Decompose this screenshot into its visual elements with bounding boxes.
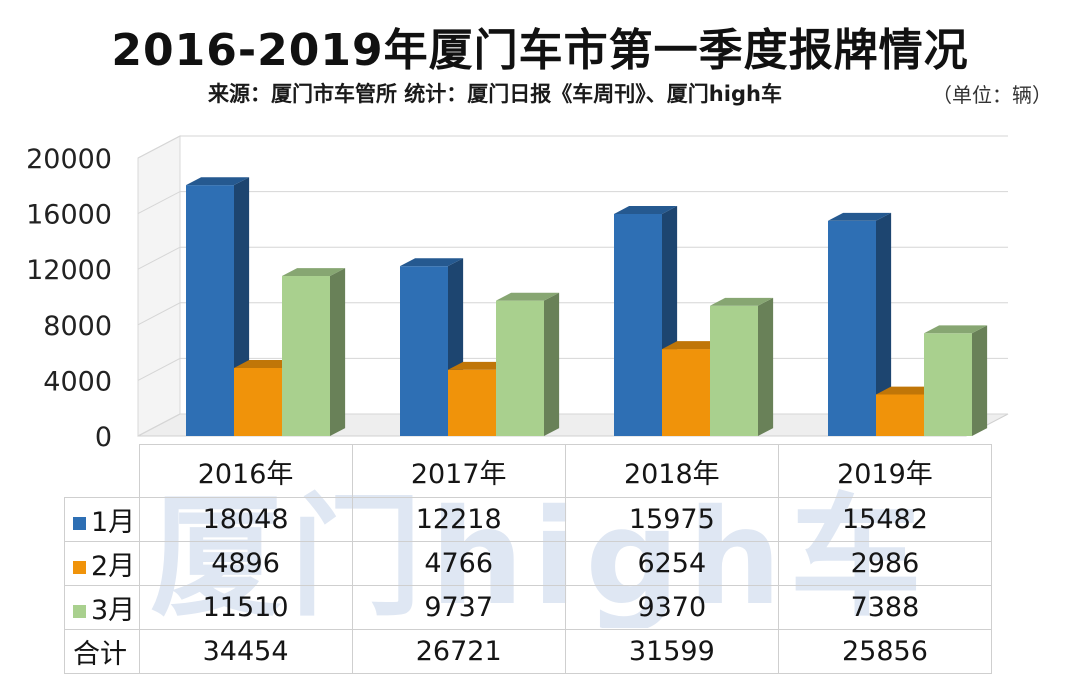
bar-top [924,325,988,334]
bar-front [614,213,662,436]
series-name: 3月 [91,595,136,626]
bar-top [282,268,346,277]
bar-top [400,258,464,267]
total-label: 合计 [64,629,140,674]
category-label: 2018年 [564,444,779,498]
gridline [137,246,1008,270]
y-tick-label: 20000 [26,144,112,175]
category-label: 2017年 [351,444,566,498]
data-cell: 15975 [564,497,779,542]
bar-top [828,212,892,221]
legend-swatch [73,605,86,618]
bar-front [924,333,972,436]
bar-front [662,349,710,436]
bar-top [234,360,298,368]
table-header-row: 2016年 2017年 2018年 2019年 [64,444,993,498]
bar-front [710,305,758,436]
gridline [137,191,1008,215]
total-cell: 25856 [777,629,993,674]
bar-front [400,266,448,436]
category-label: 2019年 [777,444,993,498]
bar-2019年-1月 [828,212,892,436]
data-cell: 4896 [138,541,353,586]
bar-top [662,341,726,350]
side-wall [137,135,181,437]
bar-front [876,394,924,436]
bar-side [876,212,892,436]
data-cell: 6254 [564,541,779,586]
total-cell: 31599 [564,629,779,674]
legend-entry: 1月 [64,497,140,542]
data-cell: 18048 [138,497,353,542]
y-tick-label: 12000 [26,255,112,286]
data-cell: 4766 [351,541,566,586]
bar-2019年-3月 [924,325,988,436]
data-cell: 9370 [564,585,779,630]
data-cell: 11510 [138,585,353,630]
legend-entry: 3月 [64,585,140,630]
bar-top [448,361,512,370]
table-corner [64,444,140,498]
bar-side [972,325,988,436]
bar-2018年-3月 [710,297,774,436]
series-name: 1月 [91,507,136,538]
data-cell: 12218 [351,497,566,542]
data-cell: 7388 [777,585,993,630]
legend-swatch [73,517,86,530]
gridline [137,135,1008,159]
bar-2017年-3月 [496,292,560,436]
table-row-total: 合计 34454 26721 31599 25856 [64,629,993,674]
table-row: 2月 4896 4766 6254 2986 [64,541,993,586]
table-row: 1月 18048 12218 15975 15482 [64,497,993,542]
bar-front [828,220,876,436]
category-label: 2016年 [138,444,353,498]
bar-top [186,177,250,186]
data-table: 2016年 2017年 2018年 2019年 1月 18048 12218 15975 154… [64,444,993,674]
y-tick-label: 4000 [43,366,112,397]
total-cell: 26721 [351,629,566,674]
series-name: 2月 [91,551,136,582]
data-cell: 2986 [777,541,993,586]
bar-front [282,276,330,436]
data-cell: 9737 [351,585,566,630]
bar-front [448,369,496,436]
bar-top [614,206,678,214]
data-cell: 15482 [777,497,993,542]
legend-swatch [73,561,86,574]
table-row: 3月 11510 9737 9370 7388 [64,585,993,630]
bar-top [876,386,940,395]
bar-side [758,297,774,436]
bars [186,177,988,436]
bar-front [234,367,282,436]
unit-label: （单位：辆） [932,83,1052,107]
bar-front [186,185,234,436]
y-tick-label: 16000 [26,200,112,231]
bar-top [710,297,774,306]
bar-side [544,292,560,436]
chart-title: 2016-2019年厦门车市第一季度报牌情况 [111,25,969,76]
bar-top [496,292,560,301]
total-cell: 34454 [138,629,353,674]
chart-subtitle: 来源：厦门市车管所 统计：厦门日报《车周刊》、厦门high车 [208,82,782,106]
legend-entry: 2月 [64,541,140,586]
bar-2016年-3月 [282,268,346,436]
bar-side [330,268,346,436]
bar-front [496,300,544,436]
y-tick-label: 8000 [43,311,112,342]
